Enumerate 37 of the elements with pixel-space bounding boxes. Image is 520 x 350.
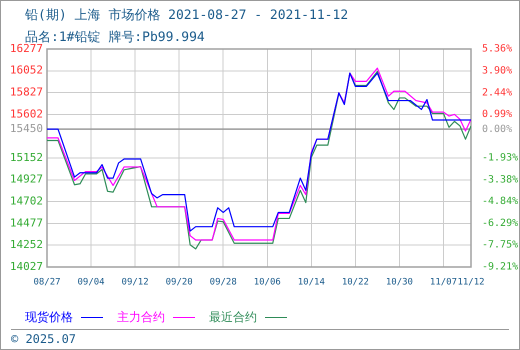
- x-tick-label: 11/12: [457, 278, 485, 288]
- x-tick-label: 09/20: [166, 278, 193, 288]
- y-tick-label: 15602: [10, 107, 43, 120]
- y2-tick-label: -1.93%: [482, 152, 518, 164]
- y2-tick-label: -4.84%: [482, 196, 518, 208]
- y2-tick-label: -7.75%: [482, 240, 518, 251]
- y2-tick-label: 0.00%: [482, 124, 512, 135]
- x-tick-label: 10/14: [298, 278, 325, 288]
- legend-label: 最近合约: [209, 309, 257, 326]
- x-tick-label: 10/30: [386, 278, 413, 288]
- y2-tick-label: 3.90%: [482, 65, 512, 76]
- x-tick-label: 09/28: [210, 278, 237, 288]
- y2-tick-label: 2.44%: [482, 87, 512, 98]
- y2-tick-label: -9.21%: [482, 262, 518, 273]
- x-tick-label: 09/04: [78, 278, 105, 288]
- y2-tick-label: -6.29%: [482, 218, 518, 229]
- x-tick-label: 11/07: [430, 278, 458, 288]
- y-tick-label: 14477: [10, 216, 43, 230]
- y-tick-label: 15152: [10, 150, 43, 164]
- x-tick-label: 10/06: [254, 278, 281, 288]
- x-tick-label: 10/22: [342, 278, 369, 288]
- y-tick-label: 16052: [10, 64, 43, 77]
- y2-tick-label: 0.99%: [482, 108, 512, 120]
- y-tick-label: 15450: [10, 122, 43, 135]
- chart-title: 铅(期) 上海 市场价格 2021-08-27 - 2021-11-12: [25, 7, 348, 24]
- y-tick-label: 14252: [10, 238, 43, 252]
- y2-tick-label: -3.38%: [482, 174, 518, 186]
- y2-tick-label: 5.36%: [482, 44, 512, 55]
- x-tick-label: 08/27: [33, 278, 61, 288]
- legend-label: 现货价格: [25, 309, 73, 326]
- legend-label: 主力合约: [117, 309, 165, 326]
- x-tick-label: 09/12: [122, 278, 149, 288]
- y-tick-label: 14702: [10, 194, 43, 208]
- y-tick-label: 15827: [10, 85, 43, 98]
- y-tick-label: 14027: [10, 260, 43, 273]
- text: © 2025.07: [11, 332, 76, 346]
- y-tick-label: 14927: [10, 172, 43, 186]
